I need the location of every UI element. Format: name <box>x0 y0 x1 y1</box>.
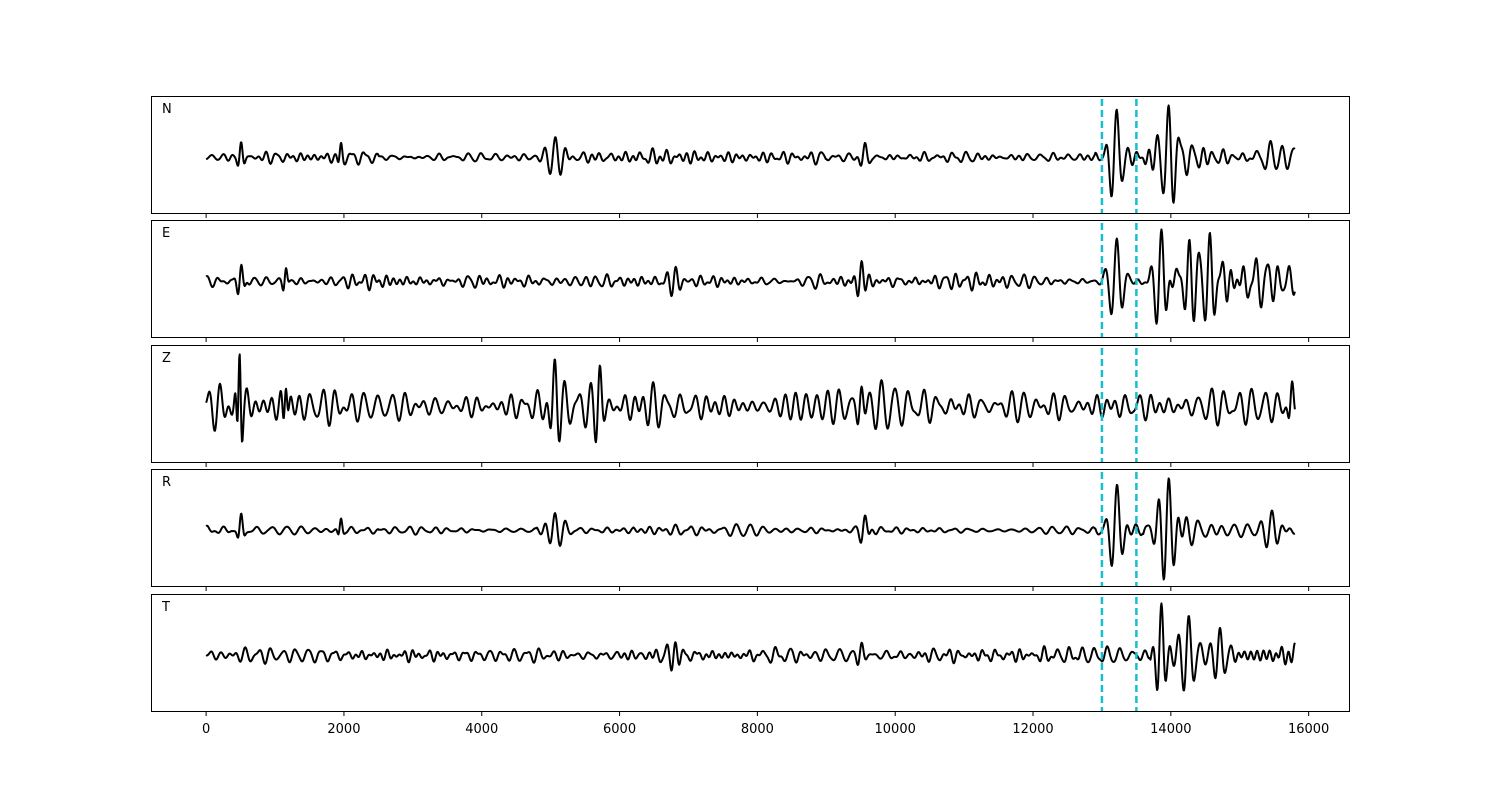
panel-e: E <box>151 220 1350 342</box>
x-tick-label: 2000 <box>327 722 360 737</box>
panel-frame <box>151 469 1350 587</box>
panel-label-n: N <box>162 102 172 117</box>
waveform-trace-r <box>205 477 1296 581</box>
waveform-trace-z <box>205 353 1296 444</box>
panel-label-r: R <box>162 475 171 490</box>
panel-label-t: T <box>161 600 170 615</box>
waveform-trace-e <box>205 228 1296 325</box>
x-tick-label: 8000 <box>741 722 774 737</box>
waveform-trace-n <box>205 104 1296 204</box>
panel-label-z: Z <box>162 351 171 366</box>
panel-frame <box>151 345 1350 463</box>
waveform-trace-t <box>205 602 1296 692</box>
x-tick-label: 4000 <box>465 722 498 737</box>
panel-label-e: E <box>162 226 170 241</box>
panel-t: T <box>151 594 1350 716</box>
panel-n: N <box>151 96 1350 218</box>
panel-r: R <box>151 469 1350 591</box>
panel-frame <box>151 594 1350 712</box>
x-tick-label: 6000 <box>603 722 636 737</box>
x-tick-label: 16000 <box>1288 722 1329 737</box>
panels-group: N E Z R T <box>151 96 1350 716</box>
x-axis: 0 2000 4000 6000 8000 10000 12000 14000 16000 <box>202 722 1329 737</box>
panel-frame <box>151 220 1350 338</box>
x-tick-label: 10000 <box>875 722 916 737</box>
x-tick-label: 14000 <box>1150 722 1191 737</box>
x-tick-label: 0 <box>202 722 210 737</box>
panel-z: Z <box>151 345 1350 467</box>
panel-frame <box>151 96 1350 214</box>
x-tick-label: 12000 <box>1012 722 1053 737</box>
